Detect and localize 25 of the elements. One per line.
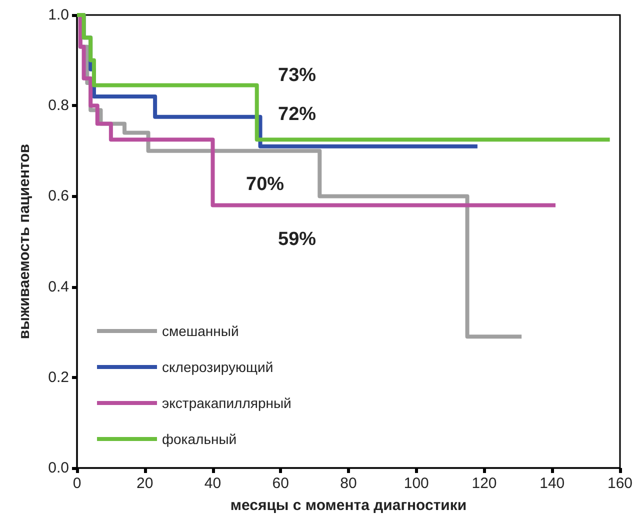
x-tick-label: 100 bbox=[404, 475, 429, 492]
annotation: 59% bbox=[278, 229, 316, 250]
x-tick-label: 40 bbox=[204, 475, 222, 492]
y-tick-label: 0.4 bbox=[48, 278, 69, 296]
legend-label: смешанный bbox=[162, 323, 239, 339]
legend-label: фокальный bbox=[162, 431, 237, 447]
x-tick-label: 120 bbox=[472, 475, 497, 492]
x-tick-label: 20 bbox=[136, 475, 154, 492]
y-tick-label: 0.0 bbox=[48, 460, 69, 476]
x-tick-label: 160 bbox=[607, 475, 633, 492]
x-tick-label: 80 bbox=[340, 475, 357, 492]
y-tick-label: 1.0 bbox=[48, 6, 69, 24]
annotation: 73% bbox=[278, 65, 316, 86]
x-axis-title: месяцы с момента диагностики bbox=[230, 497, 467, 514]
y-axis-title: выживаемость пациентов bbox=[16, 144, 33, 340]
x-tick-label: 140 bbox=[540, 475, 565, 492]
x-tick-label: 0 bbox=[72, 475, 82, 492]
y-tick-label: 0.8 bbox=[48, 97, 69, 114]
y-tick-label: 0.6 bbox=[48, 188, 69, 205]
legend-label: экстракапиллярный bbox=[162, 395, 292, 411]
legend-label: склерозирующий bbox=[162, 359, 274, 375]
y-tick-label: 0.2 bbox=[48, 368, 69, 386]
annotation: 70% bbox=[246, 174, 284, 195]
annotation: 72% bbox=[278, 104, 316, 125]
x-tick-label: 60 bbox=[272, 475, 289, 492]
